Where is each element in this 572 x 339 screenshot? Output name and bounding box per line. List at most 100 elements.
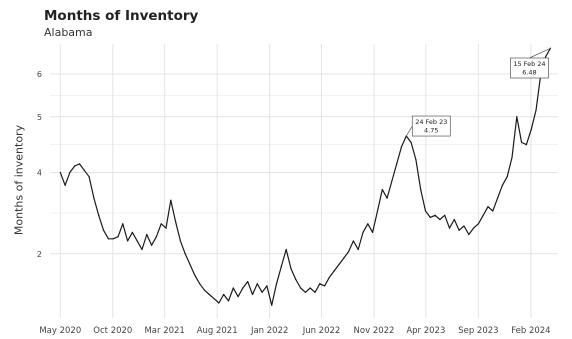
data-point bbox=[146, 233, 148, 236]
x-tick-label: Oct 2020 bbox=[93, 326, 132, 336]
data-point bbox=[304, 291, 306, 293]
annotation-value: 6.48 bbox=[522, 69, 536, 77]
data-point bbox=[160, 223, 162, 225]
data-point bbox=[136, 240, 138, 242]
data-point bbox=[251, 293, 254, 296]
data-point bbox=[309, 287, 311, 289]
data-point bbox=[141, 248, 143, 251]
annotation-leader bbox=[529, 47, 551, 59]
data-point bbox=[516, 116, 518, 118]
data-point bbox=[328, 276, 330, 278]
data-point bbox=[319, 283, 321, 285]
data-point bbox=[59, 171, 61, 174]
data-point bbox=[126, 240, 129, 242]
annotation-value: 4.75 bbox=[424, 127, 438, 135]
data-point bbox=[170, 199, 172, 201]
data-point bbox=[468, 233, 470, 236]
data-point bbox=[429, 216, 431, 218]
data-point bbox=[530, 129, 532, 131]
y-tick-label: 5 bbox=[37, 113, 42, 122]
data-point bbox=[396, 163, 398, 165]
annotation-box bbox=[510, 57, 549, 79]
x-tick-label: Feb 2024 bbox=[511, 326, 550, 336]
data-point bbox=[381, 188, 383, 191]
data-point bbox=[199, 283, 201, 285]
y-tick-label: 4 bbox=[37, 168, 42, 177]
data-point bbox=[376, 210, 379, 212]
y-tick-label: 6 bbox=[37, 70, 42, 79]
chart-series bbox=[59, 47, 552, 306]
data-point bbox=[333, 270, 335, 272]
y-axis-ticks: 2 4 5 6 bbox=[37, 70, 42, 259]
x-tick-label: Jun 2022 bbox=[302, 326, 341, 336]
data-point bbox=[314, 291, 316, 293]
data-point bbox=[372, 231, 374, 233]
data-point bbox=[501, 184, 503, 186]
annotation-box bbox=[411, 115, 451, 137]
data-point bbox=[203, 289, 206, 291]
x-tick-label: May 2020 bbox=[39, 326, 81, 336]
data-point bbox=[213, 298, 215, 300]
data-point bbox=[247, 281, 249, 283]
data-point bbox=[223, 293, 225, 296]
data-point bbox=[439, 218, 441, 221]
data-point bbox=[477, 223, 479, 225]
data-point bbox=[357, 248, 359, 251]
data-point bbox=[102, 229, 105, 231]
data-point bbox=[506, 176, 508, 178]
data-point bbox=[482, 214, 484, 216]
data-point bbox=[271, 304, 273, 306]
data-point bbox=[175, 221, 177, 223]
data-point bbox=[189, 263, 191, 266]
data-point bbox=[194, 274, 196, 276]
data-point bbox=[83, 169, 85, 171]
x-tick-label: Nov 2022 bbox=[354, 326, 395, 336]
data-point bbox=[131, 231, 133, 233]
data-point bbox=[391, 180, 393, 182]
data-point bbox=[511, 156, 513, 159]
data-point bbox=[155, 236, 158, 238]
annotation-date: 15 Feb 24 bbox=[513, 60, 545, 68]
data-point bbox=[242, 287, 244, 289]
data-point bbox=[78, 163, 81, 165]
data-point bbox=[74, 165, 76, 167]
data-point bbox=[410, 141, 412, 144]
data-point bbox=[112, 238, 114, 240]
x-tick-label: Mar 2021 bbox=[144, 326, 184, 336]
data-point bbox=[343, 257, 345, 259]
data-point bbox=[117, 236, 119, 238]
data-point bbox=[386, 197, 388, 199]
data-point bbox=[237, 295, 239, 298]
data-point bbox=[415, 158, 417, 161]
data-point bbox=[463, 225, 465, 227]
data-point bbox=[525, 144, 528, 146]
x-tick-label: Aug 2021 bbox=[197, 326, 238, 336]
data-point bbox=[290, 268, 292, 270]
data-point bbox=[338, 263, 340, 266]
data-point bbox=[496, 197, 499, 199]
data-point bbox=[256, 283, 258, 285]
data-point bbox=[179, 240, 182, 242]
annotation-leader bbox=[405, 125, 413, 137]
data-point bbox=[444, 214, 446, 216]
data-point bbox=[227, 300, 230, 302]
x-tick-label: Sep 2023 bbox=[458, 326, 498, 336]
data-point bbox=[165, 227, 167, 229]
data-point bbox=[151, 244, 153, 246]
data-point bbox=[424, 210, 427, 212]
data-point bbox=[122, 223, 124, 225]
data-point bbox=[88, 176, 90, 178]
data-point bbox=[545, 56, 547, 58]
data-point bbox=[362, 231, 364, 233]
chart-title: Months of Inventory bbox=[44, 8, 199, 24]
data-point bbox=[352, 240, 355, 242]
data-point bbox=[64, 184, 66, 186]
data-point bbox=[299, 287, 302, 289]
data-point bbox=[98, 214, 100, 216]
data-point bbox=[107, 238, 109, 240]
annotation-date: 24 Feb 23 bbox=[415, 118, 447, 126]
series-line bbox=[59, 48, 551, 306]
data-point bbox=[232, 287, 234, 289]
data-point bbox=[492, 210, 494, 212]
